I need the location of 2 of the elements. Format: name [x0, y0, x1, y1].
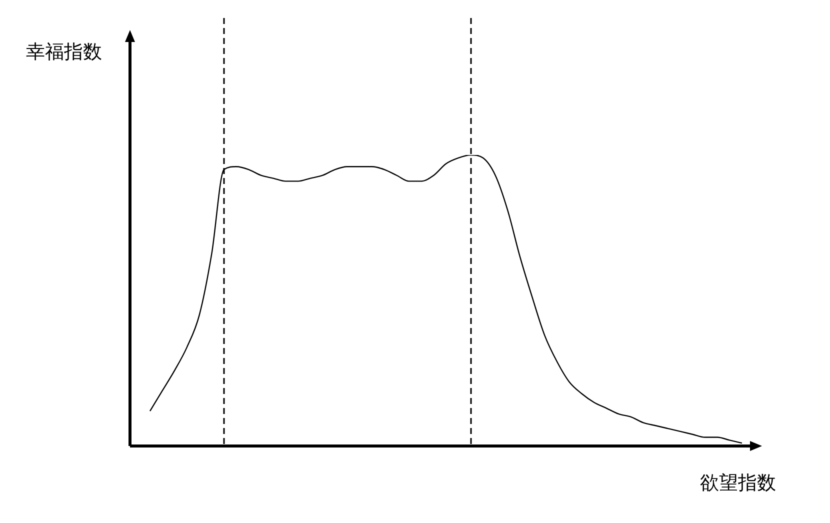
- text: 幸福指数: [26, 40, 102, 63]
- x-axis-title: 欲望指数: [700, 472, 776, 494]
